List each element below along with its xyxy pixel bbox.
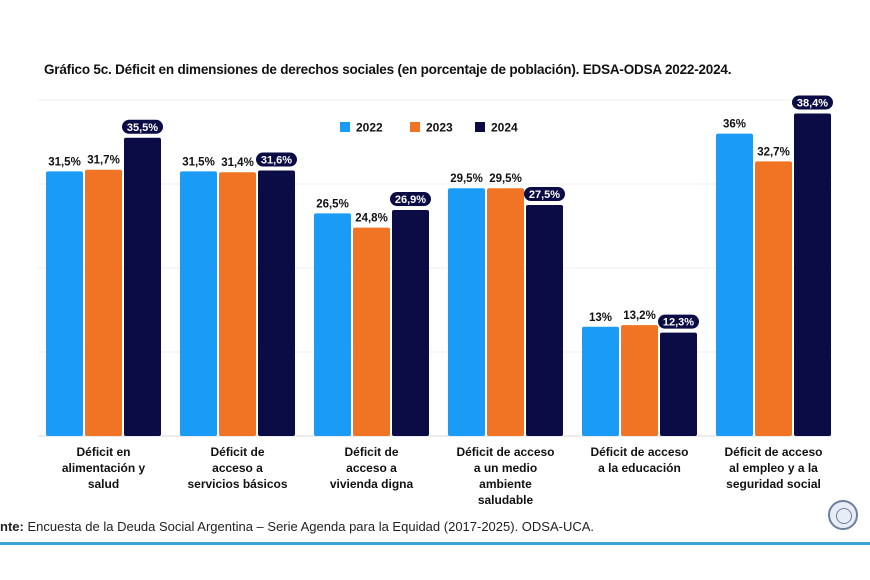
source-text: Encuesta de la Deuda Social Argentina – …: [23, 519, 595, 534]
category-label: a la educación: [598, 461, 681, 475]
data-label: 13%: [589, 312, 612, 324]
bar-2024-5: [794, 113, 831, 436]
data-label-pill: [390, 192, 431, 207]
data-label: 31,5%: [48, 156, 81, 168]
bar-2024-4: [660, 332, 697, 436]
data-label: 31,5%: [182, 156, 215, 168]
data-label-pill: [122, 119, 163, 134]
bar-2022-2: [314, 213, 351, 436]
bar-2022-4: [582, 326, 619, 436]
legend-swatch-2023: [410, 122, 420, 132]
data-label-pill: [524, 187, 565, 201]
category-label: acceso a: [212, 461, 263, 475]
data-label: 13,2%: [623, 310, 656, 322]
data-label: 12,3%: [663, 317, 694, 329]
category-label: vivienda digna: [330, 477, 414, 491]
category-label: servicios básicos: [187, 477, 287, 491]
bar-2024-1: [258, 170, 295, 436]
category-label: salud: [88, 477, 119, 491]
data-label: 24,8%: [355, 213, 388, 225]
data-label: 26,9%: [395, 194, 426, 206]
data-label: 31,7%: [87, 155, 120, 167]
category-label: seguridad social: [726, 477, 821, 491]
bar-2024-2: [392, 210, 429, 436]
category-label: a un medio: [474, 461, 537, 475]
data-label: 26,5%: [316, 198, 349, 210]
data-label: 35,5%: [127, 122, 158, 134]
data-label: 32,7%: [757, 146, 790, 158]
data-label-pill: [658, 314, 699, 329]
legend-label-2022: 2022: [356, 121, 383, 135]
data-label-pill: [792, 95, 833, 110]
category-label: al empleo y a la: [729, 461, 818, 475]
data-label: 29,5%: [489, 173, 522, 185]
category-label: alimentación y: [62, 461, 146, 475]
data-label: 36%: [723, 119, 746, 131]
category-label: acceso a: [346, 461, 397, 475]
category-label: Déficit de: [344, 445, 398, 459]
legend-swatch-2024: [475, 122, 485, 132]
data-label: 27,5%: [529, 189, 560, 201]
footer-divider: [0, 542, 870, 545]
bar-2022-5: [716, 133, 753, 436]
data-label: 38,4%: [797, 97, 828, 109]
category-label: ambiente: [479, 477, 532, 491]
bar-2022-1: [180, 171, 217, 436]
category-label: Déficit de acceso: [456, 445, 554, 459]
bar-2024-3: [526, 205, 563, 436]
chart-title: Gráfico 5c. Déficit en dimensiones de de…: [44, 62, 732, 77]
category-label: Déficit en: [76, 445, 130, 459]
category-label: Déficit de: [210, 445, 264, 459]
source-note: nte: Encuesta de la Deuda Social Argenti…: [0, 519, 594, 534]
data-label: 29,5%: [450, 173, 483, 185]
category-label: saludable: [478, 493, 534, 507]
bar-2023-2: [353, 227, 390, 436]
bar-2022-3: [448, 188, 485, 436]
bar-chart: 2022 2023 2024 31,5% 31,7% 35,5% Déficit en ali…: [38, 95, 833, 507]
category-label: Déficit de acceso: [590, 445, 688, 459]
bar-2022-0: [46, 171, 83, 436]
bar-2023-0: [85, 169, 122, 436]
bar-2023-3: [487, 188, 524, 436]
data-label-pill: [256, 152, 297, 167]
bar-2024-0: [124, 137, 161, 437]
bar-2023-1: [219, 172, 256, 437]
legend-label-2024: 2024: [491, 121, 518, 135]
legend-label-2023: 2023: [426, 121, 453, 135]
legend-swatch-2022: [340, 122, 350, 132]
bar-2023-5: [755, 161, 792, 436]
data-label: 31,6%: [261, 155, 292, 167]
bar-2023-4: [621, 325, 658, 436]
odsa-logo-icon: [828, 500, 858, 530]
source-prefix: nte:: [0, 519, 24, 534]
category-label: Déficit de acceso: [724, 445, 822, 459]
data-label: 31,4%: [221, 157, 254, 169]
